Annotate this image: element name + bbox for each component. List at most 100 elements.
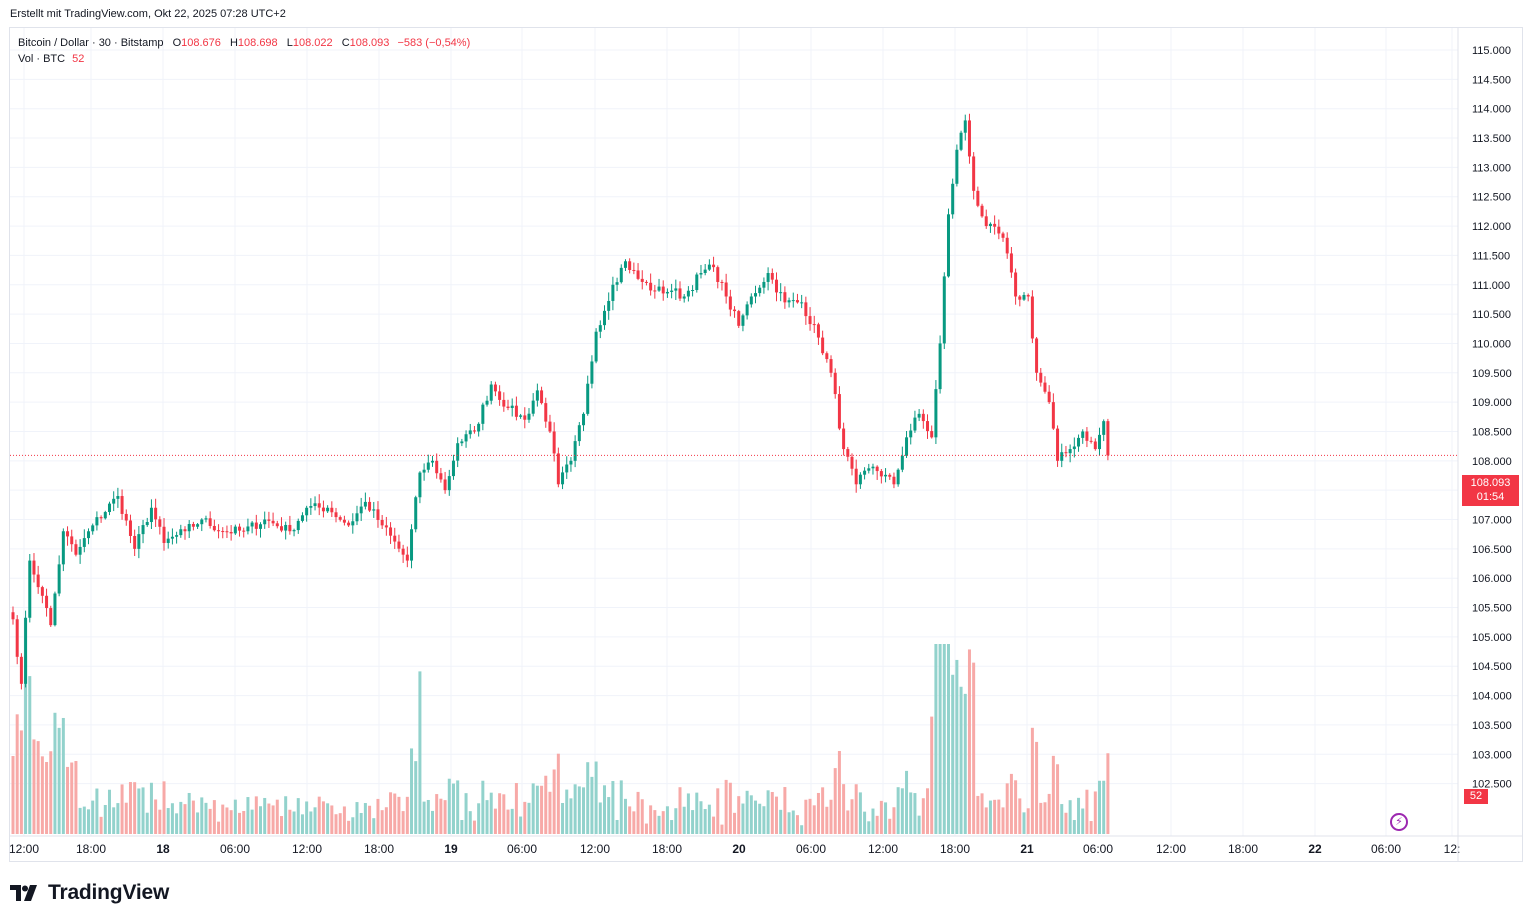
candle-body: [112, 498, 116, 504]
volume-bar: [363, 803, 367, 834]
price-axis-label: 112.500: [1472, 192, 1511, 204]
candle-body: [1005, 237, 1009, 254]
close-label: C: [341, 37, 350, 49]
candle-body: [300, 515, 304, 521]
candle-body: [636, 270, 640, 279]
volume-bar: [955, 659, 959, 834]
candle-body: [1056, 428, 1060, 461]
volume-bar: [1102, 780, 1106, 834]
volume-bar: [32, 739, 36, 834]
candle-body: [519, 415, 523, 417]
volume-bar: [770, 791, 774, 834]
lightning-icon[interactable]: ⚡: [1390, 813, 1408, 831]
volume-bar: [166, 808, 170, 834]
price-axis-label: 102.500: [1472, 779, 1512, 791]
candle-body: [972, 156, 976, 191]
volume-bar: [78, 807, 82, 834]
volume-bar: [28, 676, 32, 834]
volume-bar: [36, 741, 40, 834]
candle-body: [657, 286, 661, 291]
volume-bar: [443, 800, 447, 834]
candle-body: [334, 512, 338, 518]
candle-body: [414, 497, 418, 530]
volume-bar: [699, 801, 703, 834]
volume-bar: [774, 796, 778, 834]
volume-bar: [128, 782, 132, 834]
price-axis-label: 103.500: [1472, 720, 1512, 732]
volume-bar: [561, 802, 565, 834]
candle-body: [233, 526, 237, 534]
volume-bar: [66, 766, 70, 834]
volume-bar: [640, 799, 644, 834]
volume-bar: [464, 793, 468, 834]
candle-body: [107, 503, 111, 513]
volume-bar: [1014, 780, 1018, 834]
volume-bar: [594, 761, 598, 834]
candle-body: [275, 523, 279, 527]
candle-body: [284, 524, 288, 531]
volume-bar: [900, 788, 904, 834]
volume-label[interactable]: Vol · BTC: [18, 53, 66, 65]
volume-bar: [930, 716, 934, 834]
volume-bar: [116, 803, 120, 834]
price-axis-label: 115.000: [1472, 45, 1511, 57]
volume-bar: [623, 798, 627, 834]
candle-body: [552, 431, 556, 454]
volume-bar: [712, 816, 716, 834]
volume-bar: [934, 644, 938, 834]
volume-bar: [531, 783, 535, 834]
candle-body: [523, 415, 527, 420]
candle-body: [590, 361, 594, 384]
candle-body: [170, 536, 174, 539]
candle-body: [368, 501, 372, 511]
volume-bar: [326, 803, 330, 834]
candle-body: [854, 468, 858, 485]
candle-body: [422, 469, 426, 473]
candle-body: [863, 470, 867, 475]
volume-bar: [795, 815, 799, 834]
volume-bar: [493, 808, 497, 834]
candle-body: [745, 304, 749, 316]
volume-bar: [338, 813, 342, 834]
candle-body: [724, 282, 728, 297]
volume-bar: [892, 807, 896, 834]
candle-body: [393, 535, 397, 542]
candle-body: [49, 608, 53, 626]
candle-body: [607, 300, 611, 311]
candle-body: [36, 574, 40, 588]
candle-body: [498, 391, 502, 400]
candle-body: [1030, 296, 1034, 339]
price-axis-label: 108.500: [1472, 426, 1512, 438]
volume-bar: [107, 789, 111, 834]
symbol-label[interactable]: Bitcoin / Dollar · 30 · Bitstamp: [18, 37, 164, 49]
volume-bar: [145, 812, 149, 834]
volume-bar: [279, 816, 283, 834]
candle-body: [78, 546, 82, 555]
volume-bar: [888, 818, 892, 834]
volume-bar: [74, 761, 78, 834]
candle-body: [598, 325, 602, 332]
volume-bar: [598, 802, 602, 834]
volume-bar: [401, 811, 405, 834]
volume-bar: [783, 787, 787, 834]
volume-bar: [414, 761, 418, 834]
volume-bar: [1077, 797, 1081, 834]
volume-bar: [569, 798, 573, 834]
candle-body: [472, 430, 476, 432]
candle-body: [468, 430, 472, 435]
candle-body: [1014, 272, 1018, 297]
candle-body: [212, 525, 216, 531]
chart-header-bar: Erstellt mit TradingView.com, Okt 22, 20…: [0, 0, 1534, 26]
candle-body: [116, 496, 120, 499]
volume-bar: [670, 820, 674, 834]
candle-body: [758, 287, 762, 294]
volume-bar: [573, 784, 577, 834]
time-axis-label: 21: [1020, 842, 1034, 856]
chart-frame[interactable]: [9, 27, 1523, 862]
volume-bar: [737, 796, 741, 834]
candle-body: [628, 261, 632, 270]
volume-bar: [1060, 804, 1064, 834]
candle-body: [733, 309, 737, 312]
candle-body: [1102, 421, 1106, 435]
